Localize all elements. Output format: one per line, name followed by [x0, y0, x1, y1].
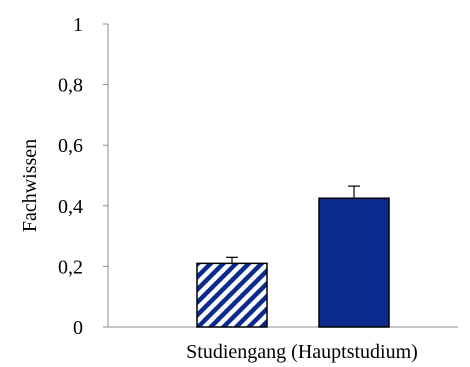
- y-axis-label: Fachwissen: [19, 139, 41, 232]
- y-ticks: 0 0,2 0,4 0,6 0,8 1: [58, 14, 108, 339]
- y-tick-label: 1: [73, 14, 83, 36]
- y-tick-label: 0,6: [58, 135, 83, 157]
- y-tick-label: 0: [73, 317, 83, 339]
- y-tick-label: 0,2: [58, 256, 83, 278]
- bar-2: [318, 197, 390, 328]
- bar-1: [196, 262, 268, 328]
- y-tick-label: 0,8: [58, 75, 83, 97]
- x-axis-label: Studiengang (Hauptstudium): [186, 341, 418, 363]
- error-bars: [226, 185, 360, 264]
- y-tick-label: 0,4: [58, 196, 83, 218]
- bars: [196, 197, 390, 328]
